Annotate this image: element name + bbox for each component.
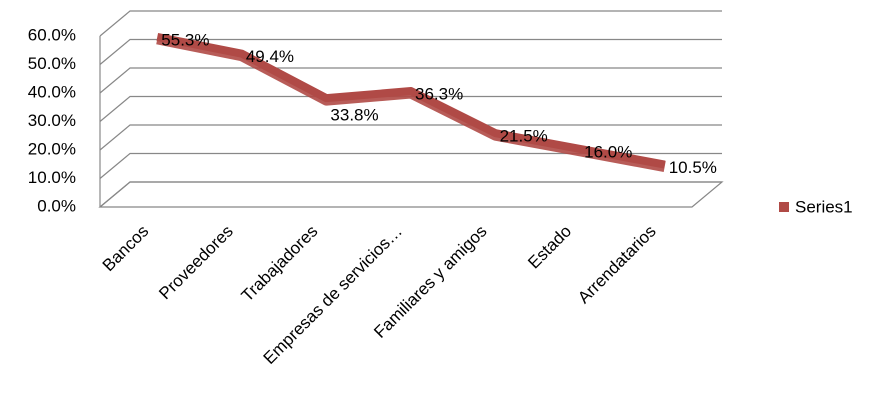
data-label: 55.3%	[161, 30, 209, 49]
x-tick-label: Proveedores	[155, 222, 237, 304]
y-tick-label: 10.0%	[28, 168, 76, 187]
x-tick-label: Arrendatarios	[574, 222, 660, 308]
grid-line	[99, 124, 722, 151]
y-tick-label: 60.0%	[28, 25, 76, 44]
grid-line	[99, 152, 722, 179]
y-tick-label: 0.0%	[37, 196, 76, 215]
data-label: 36.3%	[415, 85, 463, 104]
grid-line	[99, 95, 722, 122]
legend-swatch	[779, 202, 789, 212]
legend-label: Series1	[795, 197, 853, 216]
line	[156, 32, 666, 169]
y-tick-label: 30.0%	[28, 111, 76, 130]
grid-line	[99, 10, 722, 37]
y-tick-label: 40.0%	[28, 82, 76, 101]
grid-line	[99, 67, 722, 94]
floor	[98, 181, 724, 208]
data-label: 10.5%	[669, 158, 717, 177]
y-tick-label: 50.0%	[28, 54, 76, 73]
x-tick-label: Estado	[524, 222, 575, 273]
grid-line	[99, 181, 722, 208]
data-label: 33.8%	[330, 106, 378, 125]
x-tick-label: Bancos	[99, 222, 153, 276]
x-tick-label: Trabajadores	[238, 222, 322, 306]
x-tick-label: Empresas de servicios…	[260, 222, 406, 368]
data-label: 21.5%	[500, 127, 548, 146]
data-label: 16.0%	[584, 142, 632, 161]
y-tick-label: 20.0%	[28, 139, 76, 158]
data-label: 49.4%	[246, 47, 294, 66]
grid-line	[99, 38, 722, 65]
